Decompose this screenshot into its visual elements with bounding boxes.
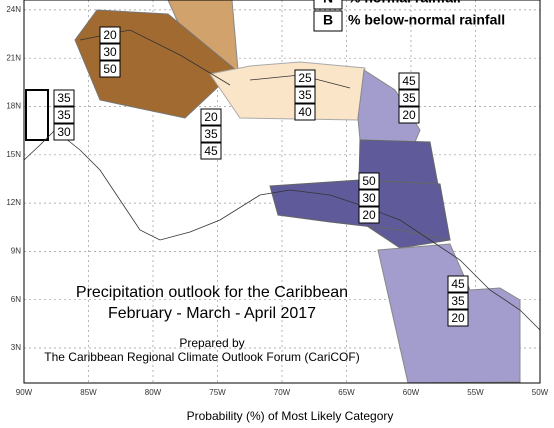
probability-box bbox=[294, 103, 316, 121]
probability-box bbox=[398, 89, 420, 107]
probability-box bbox=[447, 292, 469, 310]
probability-value: 25 bbox=[298, 71, 312, 85]
map-frame bbox=[23, 0, 541, 384]
region-belize bbox=[25, 89, 49, 141]
lat-label: 6N bbox=[11, 295, 21, 304]
probability-value: 20 bbox=[362, 208, 376, 222]
probability-stack: 45 35 20 bbox=[447, 275, 469, 327]
probability-box bbox=[447, 309, 469, 327]
probability-stack: 50 30 20 bbox=[358, 172, 380, 224]
probability-box bbox=[200, 108, 222, 126]
lon-label: 90W bbox=[16, 388, 33, 397]
probability-value: 45 bbox=[204, 144, 218, 158]
lon-label: 85W bbox=[80, 388, 97, 397]
lat-label: 9N bbox=[11, 247, 21, 256]
map-title: Precipitation outlook for the Caribbean bbox=[76, 284, 348, 301]
probability-value: 30 bbox=[103, 45, 117, 59]
legend: N % normal rainfall B % below-normal rainfa… bbox=[313, 0, 505, 32]
probability-value: 30 bbox=[57, 125, 71, 139]
lon-label: 80W bbox=[145, 388, 162, 397]
probability-value: 35 bbox=[57, 108, 71, 122]
lon-label: 70W bbox=[274, 388, 291, 397]
prepared-by: Prepared by bbox=[179, 336, 244, 350]
lon-label: 75W bbox=[209, 388, 226, 397]
probability-box bbox=[294, 69, 316, 87]
probability-value: 20 bbox=[103, 28, 117, 42]
probability-value: 35 bbox=[298, 88, 312, 102]
probability-box bbox=[99, 60, 121, 78]
forum-name: The Caribbean Regional Climate Outlook F… bbox=[44, 350, 359, 364]
legend-key-box bbox=[313, 10, 343, 32]
probability-box bbox=[447, 275, 469, 293]
lat-label: 3N bbox=[11, 343, 21, 352]
legend-label: % below-normal rainfall bbox=[348, 12, 505, 28]
probability-box bbox=[358, 172, 380, 190]
probability-box bbox=[358, 206, 380, 224]
probability-box bbox=[99, 26, 121, 44]
probability-box bbox=[398, 72, 420, 90]
lon-label: 60W bbox=[403, 388, 420, 397]
probability-box bbox=[53, 89, 75, 107]
probability-value: 35 bbox=[402, 91, 416, 105]
coastline bbox=[23, 129, 541, 331]
region-hispaniola bbox=[209, 61, 366, 121]
probability-stack: 25 35 40 bbox=[294, 69, 316, 121]
probability-value: 50 bbox=[103, 62, 117, 76]
probability-box bbox=[200, 125, 222, 143]
probability-value: 35 bbox=[451, 294, 465, 308]
probability-value: 45 bbox=[402, 74, 416, 88]
probability-stack: 45 35 20 bbox=[398, 72, 420, 124]
probability-value: 30 bbox=[362, 191, 376, 205]
probability-stacks: 20 30 50 25 35 40 20 35 45 35 35 30 45 35 20 50 30 20 45 35… bbox=[53, 26, 469, 327]
lon-label: 55W bbox=[467, 388, 484, 397]
probability-box bbox=[53, 123, 75, 141]
probability-value: 35 bbox=[57, 91, 71, 105]
probability-value: 35 bbox=[204, 127, 218, 141]
legend-key: B bbox=[323, 12, 333, 28]
lat-label: 18N bbox=[6, 102, 21, 111]
lon-label: 65W bbox=[338, 388, 355, 397]
probability-value: 45 bbox=[451, 277, 465, 291]
lat-label: 15N bbox=[6, 150, 21, 159]
legend-key-box bbox=[313, 0, 343, 10]
map-subtitle: February - March - April 2017 bbox=[108, 305, 316, 322]
axis-label: Probability (%) of Most Likely Category bbox=[187, 409, 394, 423]
probability-box bbox=[200, 142, 222, 160]
lat-label: 24N bbox=[6, 5, 21, 14]
probability-value: 20 bbox=[204, 110, 218, 124]
probability-stack: 20 30 50 bbox=[99, 26, 121, 78]
probability-value: 50 bbox=[362, 174, 376, 188]
probability-box bbox=[294, 86, 316, 104]
lat-label: 21N bbox=[6, 53, 21, 62]
probability-stack: 35 35 30 bbox=[53, 89, 75, 141]
probability-box bbox=[99, 43, 121, 61]
probability-box bbox=[398, 106, 420, 124]
legend-key: N bbox=[323, 0, 333, 6]
probability-stack: 20 35 45 bbox=[200, 108, 222, 160]
probability-value: 40 bbox=[298, 105, 312, 119]
probability-value: 20 bbox=[451, 311, 465, 325]
lat-label: 12N bbox=[6, 198, 21, 207]
probability-value: 20 bbox=[402, 108, 416, 122]
legend-label: % normal rainfall bbox=[348, 0, 461, 6]
lon-label: 50W bbox=[532, 388, 549, 397]
probability-box bbox=[358, 189, 380, 207]
probability-box bbox=[53, 106, 75, 124]
